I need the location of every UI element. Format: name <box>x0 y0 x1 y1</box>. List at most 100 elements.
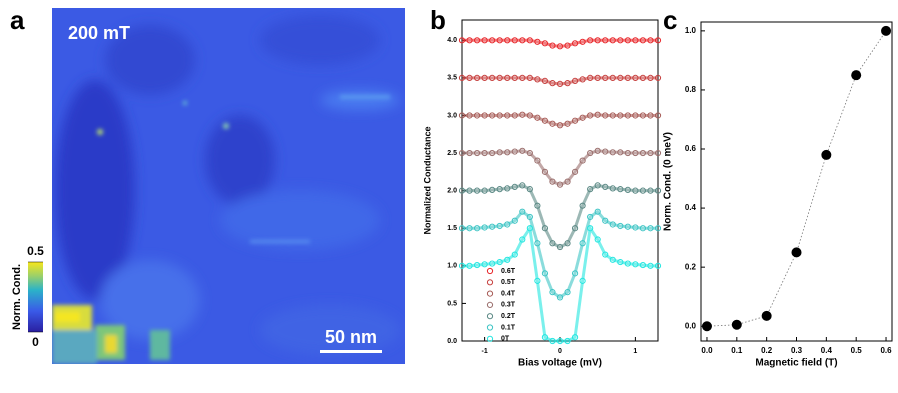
data-point <box>481 37 488 44</box>
x-axis-label: Bias voltage (mV) <box>518 358 602 369</box>
data-point <box>587 149 594 157</box>
legend-marker <box>486 279 494 286</box>
data-point <box>594 182 601 189</box>
data-point <box>571 77 579 84</box>
data-point <box>511 251 518 258</box>
data-point <box>519 208 526 215</box>
data-point <box>489 112 496 119</box>
data-point <box>511 183 518 190</box>
y-axis-label: Norm. Cond. (0 meV) <box>663 132 674 231</box>
data-point <box>654 187 662 194</box>
data-point <box>564 178 571 185</box>
data-point <box>466 112 473 119</box>
y-tick-label: 1.0 <box>685 26 697 35</box>
legend-label: 0.6T <box>501 268 516 275</box>
data-point <box>481 224 488 231</box>
data-point <box>511 217 518 224</box>
y-tick-label: 2.0 <box>447 187 457 194</box>
data-point <box>504 149 511 156</box>
x-tick-label: 0.2 <box>761 346 773 355</box>
data-point <box>466 37 473 44</box>
data-point <box>458 37 466 44</box>
data-point <box>602 183 609 190</box>
x-tick-label: 0.0 <box>701 346 713 355</box>
data-point <box>624 186 631 193</box>
data-point <box>458 74 466 81</box>
data-point <box>541 40 549 47</box>
data-point <box>511 74 518 81</box>
data-point <box>632 37 639 44</box>
data-point <box>571 40 579 47</box>
panel-label: b <box>430 5 446 35</box>
data-point <box>579 277 586 284</box>
data-point <box>549 178 556 185</box>
data-point <box>549 120 556 127</box>
y-tick-label: 0.0 <box>447 338 457 345</box>
scale-bar <box>320 350 382 353</box>
data-point <box>473 112 481 119</box>
data-point <box>609 256 616 263</box>
data-point <box>534 38 541 45</box>
legend-marker <box>486 324 494 331</box>
colorbar-tick-label: 0.5 <box>27 244 44 258</box>
data-point <box>639 74 647 81</box>
data-point <box>579 202 586 209</box>
data-point <box>511 112 518 119</box>
data-point <box>556 80 564 87</box>
data-point <box>639 112 647 119</box>
data-point <box>617 186 624 193</box>
data-point <box>511 37 518 44</box>
data-point <box>511 148 518 155</box>
data-point <box>821 149 832 160</box>
data-point <box>639 225 647 232</box>
data-point <box>564 120 571 127</box>
data-point <box>481 74 488 81</box>
data-point <box>549 289 556 296</box>
data-point <box>594 208 601 215</box>
plot-frame <box>461 19 659 342</box>
data-point <box>647 225 654 232</box>
data-point <box>556 181 564 188</box>
data-point <box>466 225 473 232</box>
legend-marker <box>486 335 494 342</box>
data-point <box>594 111 601 118</box>
colorbar-tick-label: 0 <box>32 335 39 349</box>
data-point <box>473 261 481 269</box>
data-point <box>466 149 473 157</box>
data-point <box>526 112 533 119</box>
data-point <box>632 261 639 268</box>
data-point <box>549 80 556 87</box>
data-point <box>519 236 526 243</box>
data-point <box>602 251 609 258</box>
y-tick-label: 0.0 <box>685 321 697 330</box>
data-point <box>639 261 647 269</box>
data-point <box>473 74 481 81</box>
y-tick-label: 0.5 <box>447 300 457 307</box>
data-point <box>654 225 662 232</box>
data-point <box>526 213 533 221</box>
data-point <box>489 223 496 230</box>
data-point <box>481 112 488 119</box>
y-tick-label: 3.5 <box>447 75 457 82</box>
data-point <box>632 187 639 194</box>
data-point <box>609 149 616 156</box>
scale-bar-label: 50 nm <box>325 327 377 347</box>
data-point <box>624 149 631 157</box>
data-point <box>541 225 549 232</box>
data-point <box>639 149 647 157</box>
data-point <box>564 289 571 296</box>
data-point <box>473 225 481 232</box>
data-point <box>594 74 601 81</box>
data-point <box>571 117 579 124</box>
data-point <box>519 37 526 44</box>
y-axis-label: Normalized Conductance <box>422 126 432 234</box>
panel-label: a <box>10 5 25 35</box>
colorbar-label: Norm. Cond. <box>11 264 23 330</box>
data-point <box>458 187 466 194</box>
data-point <box>594 37 601 44</box>
data-point <box>624 223 631 230</box>
data-point <box>654 37 662 44</box>
field-annotation: 200 mT <box>68 23 130 43</box>
x-tick-label: 0 <box>558 348 562 355</box>
data-point <box>489 149 496 157</box>
